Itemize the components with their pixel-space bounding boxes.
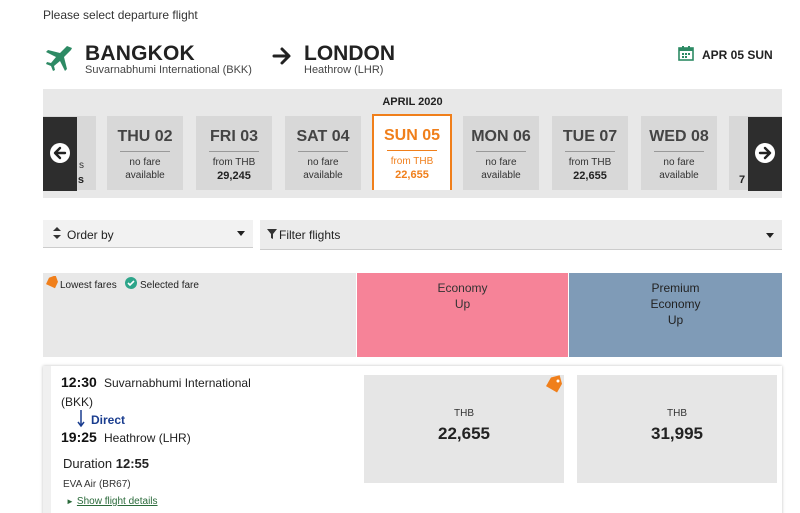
divider [476,151,526,152]
fare-legend: Lowest fares Selected fare [43,273,356,357]
cabin-header-premium-economy-up: Premium Economy Up [569,273,782,357]
filter-icon [267,229,277,239]
date-label: WED 08 [649,128,709,145]
cabin-label: Up [454,297,471,311]
cabin-label: Premium [651,281,700,295]
fare-price: 22,655 [438,424,490,443]
flight-duration: Duration 12:55 [63,456,149,471]
duration-label: Duration [63,456,113,471]
date-card[interactable]: TUE 07 from THB 22,655 [552,116,628,190]
airplane-icon [46,46,72,71]
chevron-right-icon [755,143,775,163]
fare-line1: from THB [390,156,434,167]
fare-line2: available [659,170,699,181]
departure-airport: Suvarnabhumi International [104,376,251,390]
fare-line1: from THB [568,157,612,168]
divider [565,151,615,152]
destination-city: LONDON [304,42,395,65]
order-by-label: Order by [67,228,114,242]
date-card[interactable]: FRI 03 from THB 29,245 [196,116,272,190]
date-label: SUN 05 [383,127,441,144]
divider [654,151,704,152]
caret-down-icon [766,233,774,238]
origin-city: BANGKOK [85,42,195,65]
fare-option-economy-up[interactable]: THB 22,655 [364,375,564,483]
date-card[interactable]: WED 08 no fare available [641,116,717,190]
order-by-dropdown[interactable]: Order by [43,220,253,248]
cabin-label: Economy [437,281,488,295]
duration-value: 12:55 [115,456,150,471]
chevron-left-icon [50,143,70,163]
fare-option-premium-economy-up[interactable]: THB 31,995 [577,375,777,483]
date-card[interactable]: THU 02 no fare available [107,116,183,190]
check-circle-icon [125,277,137,289]
flight-row: 12:30 Suvarnabhumi International (BKK) D… [43,366,782,513]
caret-down-icon [237,231,245,236]
filter-flights-label: Filter flights [279,228,341,242]
fare-price: 31,995 [651,424,703,443]
row-accent [43,366,51,513]
legend-selected-fare: Selected fare [140,280,199,291]
divider [387,150,437,151]
divider [120,151,170,152]
legend-lowest-fares: Lowest fares [60,280,117,291]
partial-text: s [79,160,84,171]
date-label: TUE 07 [562,128,618,145]
fare-line2: 22,655 [573,170,607,182]
cabin-label: Up [667,313,684,327]
instruction-text: Please select departure flight [43,8,198,22]
prev-dates-button[interactable] [43,117,77,191]
partial-text: s [77,174,84,186]
fare-line2: available [303,170,343,181]
divider [209,151,259,152]
partial-text: 7 [739,174,746,186]
fare-line1: no fare [307,157,339,168]
fare-line2: available [125,170,165,181]
month-label: APRIL 2020 [382,96,443,108]
cabin-header-economy-up: Economy Up [357,273,568,357]
divider [298,151,348,152]
sort-icon [53,227,61,239]
origin-airport: Suvarnabhumi International (BKK) [85,64,252,76]
fare-line1: from THB [212,157,256,168]
details-link-label: Show flight details [76,496,158,507]
cabin-label: Economy [650,297,701,311]
destination-airport: Heathrow (LHR) [304,64,384,76]
direct-label: Direct [91,413,126,427]
filter-flights-dropdown[interactable]: Filter flights [260,220,782,250]
fare-line1: no fare [663,157,695,168]
date-label: SAT 04 [296,128,350,145]
fare-line2: 29,245 [217,170,251,182]
date-card[interactable]: MON 06 no fare available [463,116,539,190]
calendar-icon[interactable] [678,45,694,61]
date-card[interactable]: SAT 04 no fare available [285,116,361,190]
departure-code: (BKK) [61,395,94,409]
fare-line1: no fare [129,157,161,168]
date-label: MON 06 [471,128,531,145]
chevron-right-icon: ► [66,497,74,506]
arrival-time: 19:25 [61,429,97,445]
arrow-right-icon [272,47,291,65]
show-flight-details-link[interactable]: ► Show flight details [66,496,158,507]
selected-date-button[interactable]: APR 05 SUN [702,48,773,62]
fare-line1: no fare [485,157,517,168]
airline-name: EVA Air (BR67) [63,479,131,490]
next-dates-button[interactable] [748,117,782,191]
departure-time: 12:30 [61,374,97,390]
lowest-fare-tag-icon [546,375,562,393]
fare-line2: available [481,170,521,181]
arrow-down-icon [77,410,85,428]
date-strip: APRIL 2020 s s THU 02 no fare available … [43,89,782,198]
fare-currency: THB [454,408,474,419]
lowest-fare-tag-icon [46,276,58,289]
fare-currency: THB [667,408,687,419]
arrival-airport: Heathrow (LHR) [104,431,191,445]
fare-line2: 22,655 [395,169,429,181]
date-card-selected[interactable]: SUN 05 from THB 22,655 [372,114,452,190]
date-label: FRI 03 [209,128,258,145]
date-label: THU 02 [117,128,173,145]
